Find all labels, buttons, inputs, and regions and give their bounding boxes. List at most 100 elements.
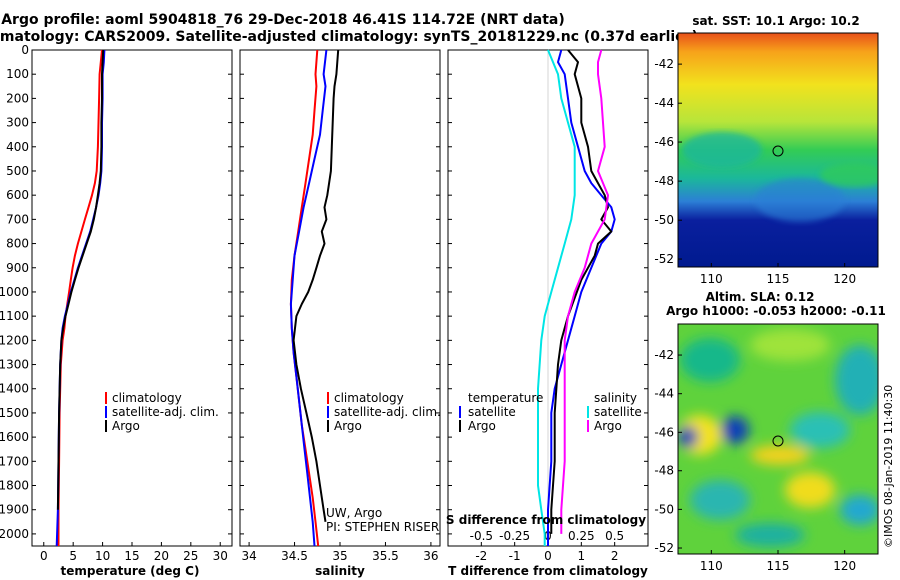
x-tick-label: 2 (611, 549, 619, 563)
s-diff-tick-label: -0.25 (499, 529, 530, 543)
legend-label-satellite: satellite-adj. clim. (334, 405, 441, 419)
map-lon-label: 115 (767, 559, 790, 573)
series-line-argo (292, 49, 340, 522)
legend-title-temperature: temperature (468, 391, 543, 405)
map-lon-label: 120 (833, 559, 856, 573)
depth-tick-label: 1900 (0, 503, 29, 517)
map-lat-label: -44 (654, 387, 674, 401)
depth-tick-label: 400 (6, 140, 29, 154)
x-tick-label: 0 (40, 549, 48, 563)
sst-warm-tongue (820, 163, 878, 187)
series-line-salinity-argo (560, 49, 609, 534)
legend-label-satellite: satellite-adj. clim. (112, 405, 219, 419)
x-tick-label: 25 (183, 549, 198, 563)
x-tick-label: 0 (544, 549, 552, 563)
t-difference-axis-label: T difference from climatology (448, 564, 648, 578)
s-diff-tick-label: -0.5 (470, 529, 493, 543)
depth-tick-label: 1500 (0, 406, 29, 420)
depth-tick-label: 1000 (0, 285, 29, 299)
salinity-legend: climatology satellite-adj. clim. Argo (327, 391, 441, 433)
s-difference-axis-label: S difference from climatology (446, 513, 646, 527)
x-tick-label: 34.5 (281, 549, 308, 563)
sst-argo-position-marker (772, 145, 784, 157)
sst-map (678, 33, 878, 267)
salinity-panel-series (289, 49, 340, 547)
s-diff-tick-label: 0.5 (605, 529, 624, 543)
x-tick-label: 15 (124, 549, 139, 563)
figure-title-line1: Argo profile: aoml 5904818_76 29-Dec-201… (1, 12, 565, 28)
sla-map (678, 324, 878, 554)
depth-tick-label: 200 (6, 91, 29, 105)
imos-timestamp: ©IMOS 08-Jan-2019 11:40:30 (882, 385, 895, 548)
map-lat-label: -42 (654, 348, 674, 362)
map-lat-label: -46 (654, 425, 674, 439)
s-diff-tick-label: 0.25 (568, 529, 595, 543)
map-lon-label: 115 (767, 272, 790, 286)
x-tick-label: 20 (154, 549, 169, 563)
map-lat-label: -52 (654, 541, 674, 555)
annotation-pi: PI: STEPHEN RISER (326, 520, 439, 534)
map-lon-label: 110 (700, 559, 723, 573)
map-lat-label: -42 (654, 57, 674, 71)
depth-tick-label: 700 (6, 212, 29, 226)
sst-map-title: sat. SST: 10.1 Argo: 10.2 (692, 14, 859, 28)
x-tick-label: 5 (69, 549, 77, 563)
x-tick-label: -1 (509, 549, 521, 563)
salinity-axis-label: salinity (315, 564, 365, 578)
depth-tick-label: 1100 (0, 309, 29, 323)
temperature-panel-ticks: 0 5 10 15 20 25 300100200300400500600700800900… (0, 43, 232, 563)
depth-tick-label: 1400 (0, 382, 29, 396)
sst-map-ticks: 110 115 120 -42 -44 -46 -48 -50 -52 (654, 57, 856, 286)
x-tick-label: -2 (475, 549, 487, 563)
difference-legend: temperature satellite Argo salinity sate… (459, 391, 642, 433)
difference-panel-series (537, 49, 616, 546)
series-line-argo (56, 49, 105, 510)
legend-label-argo: Argo (334, 419, 362, 433)
map-lat-label: -50 (654, 213, 674, 227)
depth-tick-label: 0 (21, 43, 29, 57)
map-lat-label: -48 (654, 464, 674, 478)
depth-tick-label: 1300 (0, 358, 29, 372)
salinity-panel-frame (239, 49, 441, 547)
x-tick-label: 35.5 (372, 549, 399, 563)
x-tick-label: 10 (95, 549, 110, 563)
x-tick-label: 36 (423, 549, 438, 563)
depth-tick-label: 500 (6, 164, 29, 178)
map-lat-label: -52 (654, 252, 674, 266)
depth-tick-label: 100 (6, 67, 29, 81)
map-lon-label: 110 (700, 272, 723, 286)
x-tick-label: 34 (241, 549, 256, 563)
series-line-temperature-argo (550, 49, 613, 534)
sst-front (755, 178, 845, 222)
temperature-axis-label: temperature (deg C) (61, 564, 200, 578)
sla-map-ticks: 110 115 120 -42 -44 -46 -48 -50 -52 (654, 348, 856, 573)
sla-map-title-line2: Argo h1000: -0.053 h2000: -0.11 (666, 304, 886, 318)
x-tick-label: 30 (213, 549, 228, 563)
salinity-panel-ticks: 34 34.5 35 35.5 36 (240, 49, 440, 563)
map-lat-label: -48 (654, 174, 674, 188)
depth-tick-label: 1200 (0, 333, 29, 347)
legend-label-climatology: climatology (334, 391, 404, 405)
sla-argo-position-marker (772, 435, 784, 447)
legend-label-argo: Argo (112, 419, 140, 433)
temperature-legend: climatology satellite-adj. clim. Argo (105, 391, 219, 433)
depth-tick-label: 900 (6, 261, 29, 275)
series-line-salinity-satellite (537, 49, 576, 546)
temperature-panel-frame (31, 49, 233, 547)
series-line-satellite-adj-clim (289, 49, 328, 547)
x-tick-label: 1 (578, 549, 586, 563)
legend-title-salinity: salinity (594, 391, 637, 405)
annotation-uw-argo: UW, Argo (326, 506, 382, 520)
depth-tick-label: 600 (6, 188, 29, 202)
legend-label-climatology: climatology (112, 391, 182, 405)
legend-label-t-argo: Argo (468, 419, 496, 433)
sla-map-title-line1: Altim. SLA: 0.12 (706, 290, 815, 304)
figure-title-line2: Climatology: CARS2009. Satellite-adjuste… (0, 29, 698, 45)
depth-tick-label: 1600 (0, 430, 29, 444)
temperature-panel-series (55, 49, 106, 547)
legend-label-s-argo: Argo (594, 419, 622, 433)
legend-label-s-satellite: satellite (594, 405, 642, 419)
depth-tick-label: 2000 (0, 527, 29, 541)
depth-tick-label: 300 (6, 116, 29, 130)
